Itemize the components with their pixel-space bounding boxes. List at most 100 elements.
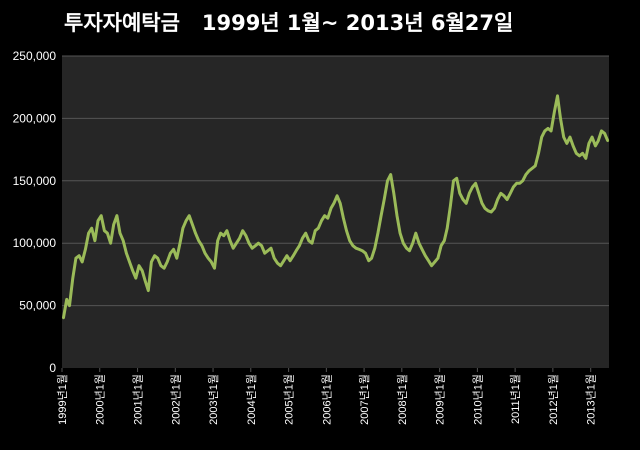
data-point: [241, 229, 244, 232]
data-point: [251, 246, 254, 250]
x-tick-label: 2003년1월: [207, 374, 220, 425]
data-point: [483, 207, 487, 210]
data-point: [417, 242, 421, 245]
y-tick-label: 150,000: [13, 174, 57, 188]
y-tick-label: 0: [49, 361, 56, 375]
data-point: [351, 244, 355, 247]
data-point: [307, 239, 310, 242]
data-point: [150, 260, 153, 264]
data-point: [527, 169, 531, 173]
data-point: [263, 251, 266, 255]
data-point: [96, 219, 100, 222]
data-point: [326, 217, 329, 220]
data-point: [317, 227, 320, 230]
data-point: [455, 177, 458, 180]
data-point: [386, 179, 389, 182]
data-point: [553, 110, 556, 114]
chart-title: 투자자예탁금 1999년 1월~ 2013년 6월27일: [64, 11, 513, 35]
data-point: [99, 214, 103, 217]
data-point: [530, 167, 534, 170]
data-point: [427, 259, 430, 262]
data-point: [134, 276, 138, 280]
data-point: [354, 246, 358, 250]
data-point: [509, 192, 512, 195]
data-point: [84, 248, 87, 251]
data-point: [518, 182, 521, 185]
data-point: [269, 246, 273, 250]
data-point: [143, 279, 147, 282]
data-point: [496, 198, 499, 201]
data-point: [587, 142, 591, 145]
x-tick-label: 2004년1월: [245, 374, 258, 425]
data-point: [213, 266, 216, 270]
data-point: [376, 232, 380, 235]
data-point: [90, 227, 93, 230]
data-point: [103, 229, 106, 232]
data-point: [443, 239, 446, 242]
data-point: [424, 254, 427, 257]
data-point: [304, 232, 307, 235]
data-point: [175, 256, 178, 260]
x-tick-label: 2013년1월: [585, 374, 598, 425]
data-point: [87, 232, 90, 235]
data-point: [219, 232, 222, 235]
data-point: [480, 202, 484, 205]
data-point: [405, 246, 408, 250]
data-point: [512, 185, 515, 189]
data-point: [74, 256, 78, 260]
data-point: [565, 142, 569, 145]
data-point: [515, 182, 518, 185]
data-point: [225, 229, 229, 232]
data-point: [128, 260, 131, 264]
data-point: [433, 260, 436, 264]
data-point: [216, 239, 219, 242]
data-point: [292, 254, 295, 257]
data-point: [402, 242, 405, 245]
data-point: [600, 129, 603, 133]
data-point: [178, 242, 182, 245]
data-point: [383, 198, 386, 201]
data-point: [575, 152, 578, 155]
data-point: [162, 266, 166, 270]
data-point: [395, 214, 399, 217]
x-tick-label: 1999년1월: [56, 374, 69, 425]
data-point: [524, 173, 528, 176]
data-point: [364, 251, 367, 255]
data-point: [603, 132, 606, 135]
data-point: [543, 129, 546, 133]
x-tick-label: 2012년1월: [547, 374, 560, 425]
data-point: [159, 264, 163, 267]
plot-area: [62, 56, 609, 368]
data-point: [370, 256, 373, 260]
data-point: [420, 248, 424, 251]
data-point: [131, 269, 134, 272]
data-point: [137, 264, 141, 267]
data-point: [342, 217, 345, 220]
data-point: [414, 232, 417, 235]
data-point: [203, 251, 207, 255]
x-tick-label: 2009년1월: [434, 374, 447, 425]
data-point: [301, 237, 304, 240]
data-point: [279, 264, 282, 267]
data-point: [411, 242, 414, 245]
x-tick-label: 2005년1월: [283, 374, 296, 425]
data-point: [210, 260, 213, 264]
data-point: [568, 135, 572, 139]
data-point: [430, 264, 433, 267]
data-point: [499, 192, 502, 195]
data-point: [238, 237, 241, 240]
data-point: [153, 254, 156, 257]
data-point: [461, 198, 465, 201]
x-tick-label: 2011년1월: [509, 374, 522, 424]
y-tick-label: 200,000: [13, 111, 57, 125]
data-point: [80, 260, 84, 264]
data-point: [540, 135, 543, 139]
y-axis-ticks: 0 50,000 100,000 150,000 200,000 250,000: [13, 49, 57, 375]
data-point: [562, 135, 565, 139]
data-point: [597, 139, 600, 143]
data-point: [68, 304, 71, 307]
data-point: [310, 242, 314, 245]
data-point: [172, 248, 175, 251]
data-point: [571, 144, 575, 148]
